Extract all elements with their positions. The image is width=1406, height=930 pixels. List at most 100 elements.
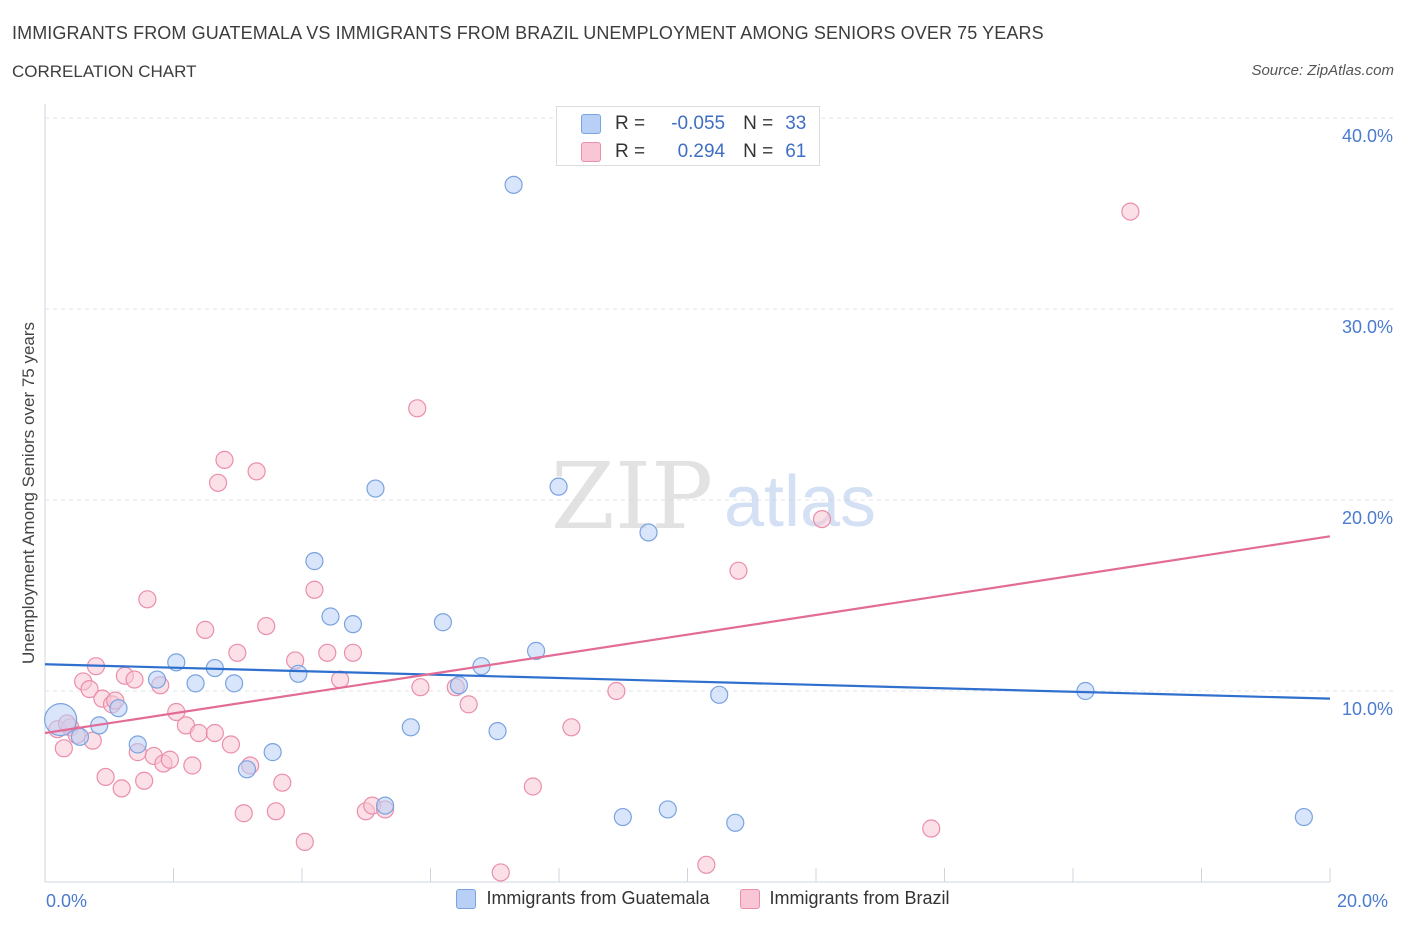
brazil-point xyxy=(135,771,154,790)
series-points xyxy=(44,175,1313,882)
stats-box: R = -0.055 N = 33 R = 0.294 N = 61 xyxy=(556,106,820,166)
brazil-point xyxy=(138,590,157,609)
brazil-point xyxy=(215,450,234,469)
brazil-point xyxy=(562,718,581,737)
y-axis-label: Unemployment Among Seniors over 75 years xyxy=(19,321,38,665)
guatemala-point xyxy=(613,807,632,827)
guatemala-point xyxy=(343,615,363,634)
legend-swatch-guatemala xyxy=(456,888,477,909)
n-value-guatemala: 33 xyxy=(785,113,807,134)
guatemala-point xyxy=(109,699,128,718)
brazil-point xyxy=(183,756,202,775)
legend-label-guatemala: Immigrants from Guatemala xyxy=(486,888,710,908)
guatemala-point xyxy=(639,523,658,542)
r-label: R = xyxy=(615,141,646,162)
guatemala-point xyxy=(526,641,546,660)
chart-legend: Immigrants from Guatemala Immigrants fro… xyxy=(0,888,1406,909)
brazil-point xyxy=(318,643,337,662)
brazil-point xyxy=(812,509,832,529)
guatemala-point xyxy=(658,800,677,819)
brazil-point xyxy=(205,723,224,743)
brazil-point xyxy=(266,802,285,821)
stats-row-brazil: R = 0.294 N = 61 xyxy=(581,141,806,163)
r-value-brazil: 0.294 xyxy=(677,141,726,162)
brazil-point xyxy=(208,473,228,492)
guatemala-point xyxy=(376,796,395,815)
brazil-point xyxy=(411,678,430,697)
brazil-point xyxy=(80,679,99,699)
guatemala-point xyxy=(225,674,244,693)
r-label: R = xyxy=(615,113,646,134)
guatemala-point xyxy=(289,664,308,683)
brazil-point xyxy=(922,819,941,838)
legend-item-guatemala[interactable]: Immigrants from Guatemala xyxy=(456,888,710,909)
source-label: Source: ZipAtlas.com xyxy=(1251,62,1394,79)
brazil-point xyxy=(523,777,542,796)
guatemala-point xyxy=(433,613,453,632)
y-tick-label: 20.0% xyxy=(1342,508,1393,528)
chart-title: IMMIGRANTS FROM GUATEMALA VS IMMIGRANTS … xyxy=(12,23,1044,43)
x-tick-label-min: 0.0% xyxy=(46,891,88,911)
regression-line-brazil xyxy=(44,535,1331,735)
watermark: ZIP atlas xyxy=(551,443,876,550)
brazil-point xyxy=(247,462,266,481)
chart-subtitle: CORRELATION CHART xyxy=(12,62,197,81)
x-tick-label-max: 20.0% xyxy=(1337,891,1389,911)
brazil-point xyxy=(331,670,350,689)
brazil-point xyxy=(234,804,253,823)
brazil-point xyxy=(343,643,363,662)
guatemala-point xyxy=(1294,807,1313,827)
brazil-point xyxy=(459,695,478,714)
guatemala-point xyxy=(488,722,507,741)
brazil-point xyxy=(273,773,292,792)
r-value-guatemala: -0.055 xyxy=(671,113,726,134)
y-tick-label: 30.0% xyxy=(1342,317,1393,337)
brazil-point xyxy=(160,750,179,769)
guatemala-point xyxy=(504,175,523,194)
guatemala-point xyxy=(186,674,205,693)
brazil-point xyxy=(257,616,276,636)
watermark-atlas: atlas xyxy=(724,462,876,542)
legend-swatch-brazil xyxy=(739,888,760,909)
guatemala-point xyxy=(726,813,745,832)
brazil-point xyxy=(221,735,240,754)
guatemala-point xyxy=(366,479,385,498)
brazil-swatch xyxy=(581,142,601,162)
brazil-point xyxy=(125,670,144,689)
brazil-point xyxy=(196,620,215,639)
n-label: N = xyxy=(743,113,774,134)
brazil-point xyxy=(295,832,314,851)
gridlines xyxy=(45,117,1395,692)
n-label: N = xyxy=(743,141,774,162)
axes xyxy=(44,104,1331,883)
legend-label-brazil: Immigrants from Brazil xyxy=(769,888,950,908)
brazil-point xyxy=(1121,202,1140,221)
guatemala-point xyxy=(44,703,78,737)
guatemala-point xyxy=(305,552,324,571)
y-tick-label: 10.0% xyxy=(1342,699,1393,719)
brazil-point xyxy=(729,561,748,580)
regression-lines xyxy=(44,535,1331,735)
guatemala-point xyxy=(70,727,90,746)
brazil-point xyxy=(228,643,247,662)
brazil-point xyxy=(491,863,510,882)
guatemala-point xyxy=(449,676,469,695)
y-tick-label: 40.0% xyxy=(1342,126,1393,146)
guatemala-swatch xyxy=(581,114,601,134)
guatemala-point xyxy=(710,685,729,704)
guatemala-point xyxy=(147,670,167,689)
guatemala-point xyxy=(321,607,340,626)
regression-line-guatemala xyxy=(44,663,1331,700)
brazil-point xyxy=(408,399,427,418)
guatemala-point xyxy=(128,735,147,754)
guatemala-point xyxy=(401,718,420,737)
y-tick-labels: 10.0% 20.0% 30.0% 40.0% xyxy=(1342,126,1393,719)
legend-item-brazil[interactable]: Immigrants from Brazil xyxy=(739,888,950,909)
brazil-point xyxy=(96,767,115,787)
guatemala-point xyxy=(263,743,282,762)
brazil-point xyxy=(305,580,324,599)
brazil-point xyxy=(112,779,131,798)
n-value-brazil: 61 xyxy=(785,141,807,162)
stats-row-guatemala: R = -0.055 N = 33 xyxy=(581,113,806,135)
